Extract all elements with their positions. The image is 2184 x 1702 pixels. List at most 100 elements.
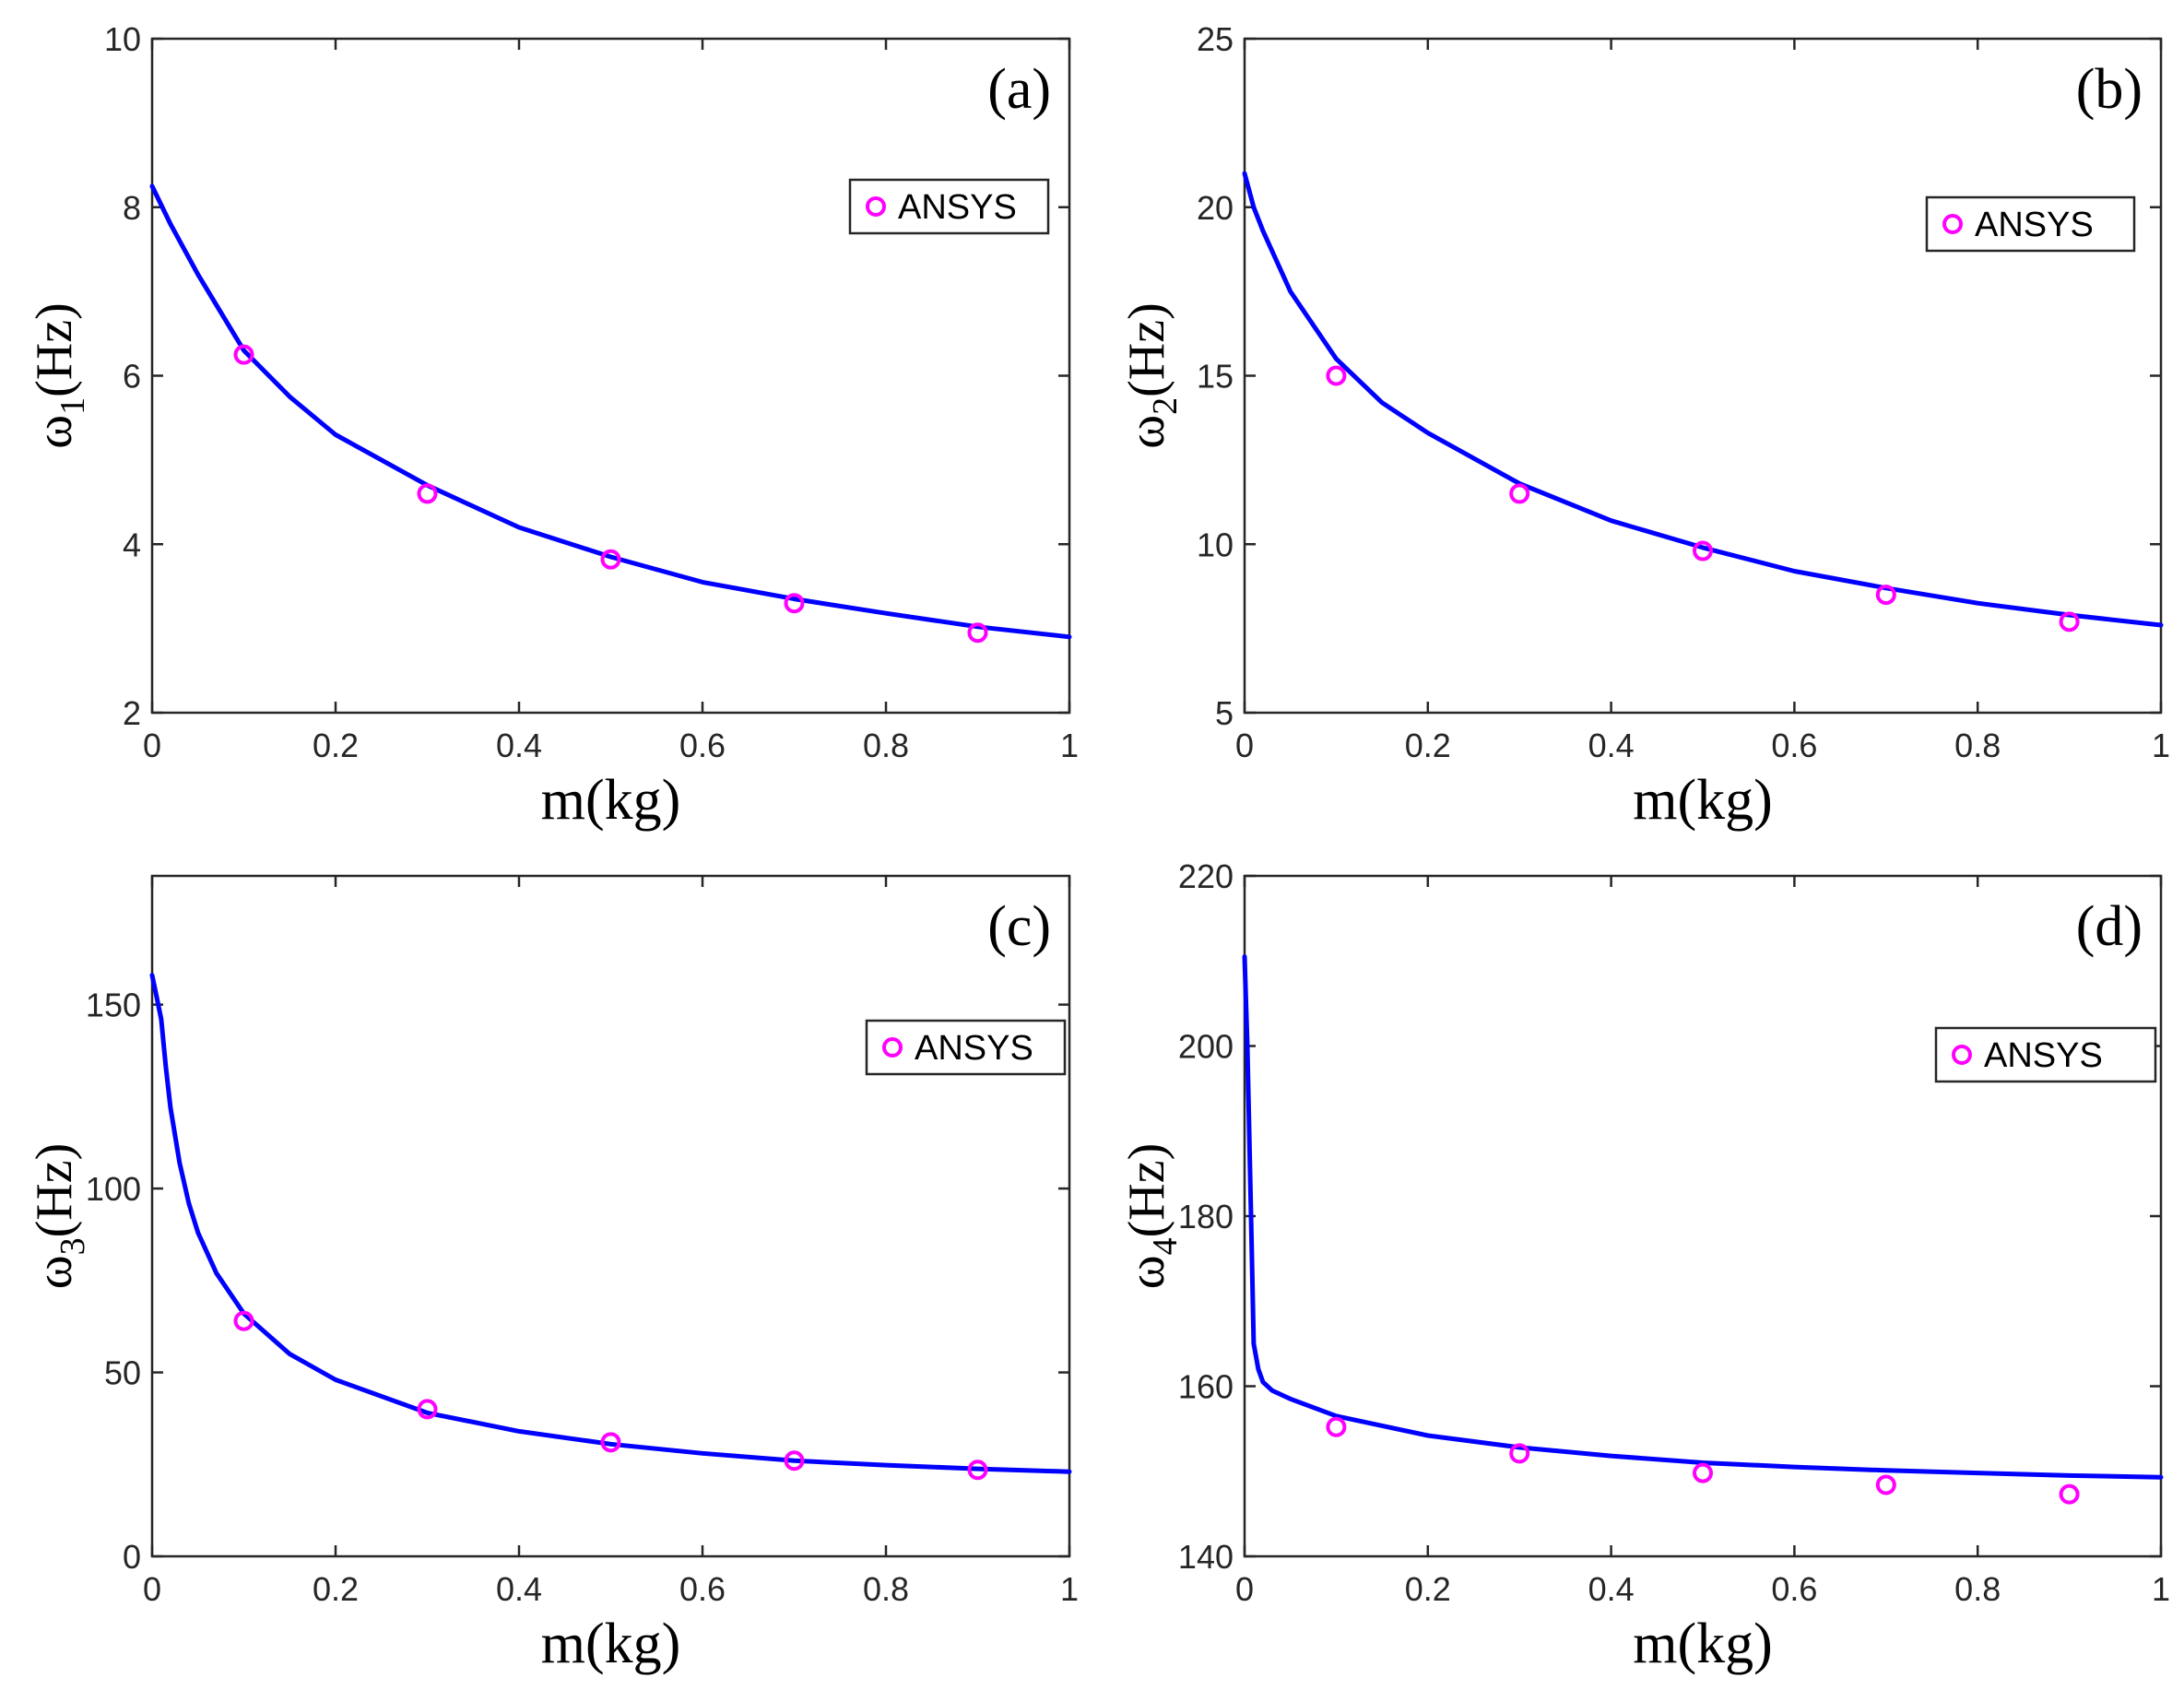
x-tick-label: 0 <box>1235 727 1254 764</box>
y-axis-label: ω3(Hz) <box>26 1143 92 1289</box>
x-tick-label: 0.8 <box>1954 727 2001 764</box>
panel-tag: (d) <box>2076 895 2143 958</box>
ansys-data-point <box>233 344 254 365</box>
legend-marker-icon <box>866 196 886 217</box>
y-tick-label: 20 <box>1197 189 1234 227</box>
x-tick-label: 0.8 <box>863 727 909 764</box>
y-axis-label: ω2(Hz) <box>1118 302 1185 448</box>
ansys-data-point <box>1326 365 1347 386</box>
ansys-data-point <box>784 1450 805 1472</box>
legend-label: ANSYS <box>1984 1036 2103 1075</box>
y-tick-label: 50 <box>104 1354 141 1392</box>
y-tick-label: 140 <box>1178 1538 1234 1576</box>
series-line-analytical <box>149 183 1072 640</box>
x-tick-label: 0.8 <box>1954 1570 2001 1608</box>
x-tick-label: 0 <box>143 1570 161 1608</box>
y-tick-label: 6 <box>123 358 141 396</box>
y-tick-label: 2 <box>123 694 141 732</box>
x-tick-label: 1 <box>2152 727 2170 764</box>
legend: ANSYS <box>848 178 1050 235</box>
legend: ANSYS <box>865 1019 1067 1076</box>
ansys-data-point <box>1875 585 1896 606</box>
legend-label: ANSYS <box>915 1029 1033 1068</box>
chart-panel-3: 0 0.2 0.4 0.6 0.8 1 0 50 100 150 (c) ANSYS m(kg) ω3(H… <box>26 874 1079 1675</box>
legend-label: ANSYS <box>1975 206 2094 244</box>
y-tick-label: 5 <box>1215 694 1234 732</box>
x-tick-label: 0.8 <box>863 1570 909 1608</box>
y-axis-label: ω4(Hz) <box>1118 1143 1185 1289</box>
legend: ANSYS <box>1934 1026 2157 1083</box>
x-axis-label: m(kg) <box>1633 769 1773 832</box>
legend-marker-icon <box>1942 214 1963 234</box>
ansys-data-point <box>784 593 805 614</box>
x-tick-label: 0.2 <box>1405 727 1451 764</box>
y-tick-label: 25 <box>1197 20 1234 58</box>
legend-box <box>1934 1026 2157 1083</box>
x-tick-label: 1 <box>1060 727 1079 764</box>
series-line-analytical <box>1242 954 2164 1480</box>
x-tick-label: 0.6 <box>679 1570 726 1608</box>
y-tick-label: 15 <box>1197 358 1234 396</box>
legend-label: ANSYS <box>898 188 1017 227</box>
axes-box <box>1243 874 2163 1558</box>
panel-tag: (c) <box>987 895 1051 958</box>
ansys-data-point <box>233 1310 254 1331</box>
axes-box <box>150 37 1071 715</box>
panel-tag: (b) <box>2076 58 2143 121</box>
x-tick-label: 0 <box>1235 1570 1254 1608</box>
x-tick-label: 1 <box>1060 1570 1079 1608</box>
y-tick-label: 100 <box>86 1170 141 1208</box>
y-tick-label: 200 <box>1178 1028 1234 1066</box>
y-tick-label: 160 <box>1178 1368 1234 1406</box>
x-tick-label: 0.6 <box>1771 1570 1817 1608</box>
panel-tag: (a) <box>987 58 1051 121</box>
x-tick-label: 0.4 <box>1588 1570 1635 1608</box>
y-tick-label: 4 <box>123 526 141 563</box>
x-tick-label: 0.2 <box>313 1570 359 1608</box>
ansys-data-point <box>1509 1443 1530 1464</box>
x-tick-label: 0 <box>143 727 161 764</box>
ansys-data-point <box>2059 1483 2080 1505</box>
axes-box <box>1243 37 2163 715</box>
y-tick-label: 0 <box>123 1538 141 1576</box>
x-tick-label: 1 <box>2152 1570 2170 1608</box>
ansys-data-point <box>417 483 438 504</box>
ansys-data-point <box>967 1460 988 1481</box>
legend-marker-icon <box>882 1037 903 1058</box>
chart-panel-1: 0 0.2 0.4 0.6 0.8 1 2 4 6 8 10 (a) ANSYS m(kg) ω1(Hz) <box>26 20 1079 832</box>
x-axis-label: m(kg) <box>541 769 681 832</box>
series-line-analytical <box>149 973 1072 1474</box>
x-tick-label: 0.4 <box>1588 727 1635 764</box>
ansys-data-point <box>600 549 621 570</box>
x-tick-label: 0.6 <box>1771 727 1817 764</box>
y-tick-label: 10 <box>1197 526 1234 563</box>
ansys-data-point <box>967 622 988 644</box>
y-tick-label: 150 <box>86 987 141 1024</box>
ansys-data-point <box>1693 1462 1713 1483</box>
ansys-data-point <box>600 1432 621 1453</box>
y-tick-label: 220 <box>1178 857 1234 895</box>
ansys-data-point <box>1509 483 1530 504</box>
x-tick-label: 0.2 <box>1405 1570 1451 1608</box>
ansys-data-point <box>1875 1474 1896 1495</box>
ansys-data-point <box>1326 1416 1347 1437</box>
chart-panel-4: 0 0.2 0.4 0.6 0.8 1 140 160 180 200 220 (d) ANSYS m(k… <box>1118 857 2170 1675</box>
x-tick-label: 0.4 <box>496 727 542 764</box>
x-tick-label: 0.4 <box>496 1570 542 1608</box>
y-axis-label: ω1(Hz) <box>26 302 92 448</box>
x-axis-label: m(kg) <box>541 1613 681 1675</box>
ansys-data-point <box>1693 540 1713 561</box>
x-tick-label: 0.6 <box>679 727 726 764</box>
ansys-data-point <box>417 1399 438 1420</box>
y-tick-label: 8 <box>123 189 141 227</box>
x-axis-label: m(kg) <box>1633 1613 1773 1675</box>
x-tick-label: 0.2 <box>313 727 359 764</box>
legend-marker-icon <box>1952 1045 1972 1065</box>
chart-panel-2: 0 0.2 0.4 0.6 0.8 1510152025(b)ANSYSm(kg)ω2(H… <box>1118 20 2170 832</box>
legend: ANSYS <box>1925 195 2136 253</box>
axes-box <box>150 874 1071 1558</box>
y-tick-label: 10 <box>104 20 141 58</box>
y-tick-label: 180 <box>1178 1198 1234 1235</box>
ansys-data-point <box>2059 611 2080 632</box>
